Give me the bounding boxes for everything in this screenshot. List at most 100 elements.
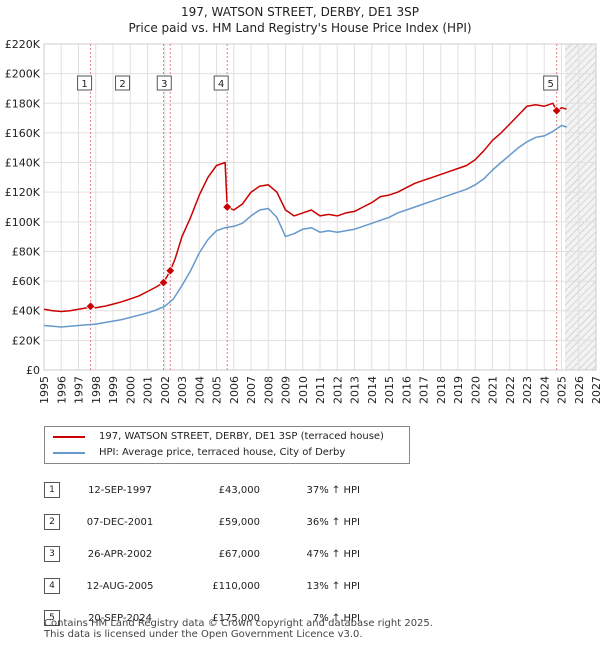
sale-number-badge: 4 <box>44 578 60 594</box>
sale-price: £175,000 <box>212 612 260 624</box>
sale-price: £59,000 <box>218 516 260 528</box>
sale-point <box>158 277 169 288</box>
x-tick-label: 2010 <box>297 376 310 404</box>
x-tick-label: 2004 <box>193 376 206 404</box>
y-tick-label: £220K <box>5 38 41 51</box>
sale-point <box>165 265 176 276</box>
footer-license: This data is licensed under the Open Gov… <box>44 629 363 640</box>
x-tick-label: 2003 <box>176 376 189 404</box>
sale-number-badge: 3 <box>44 546 60 562</box>
chart-subtitle: Price paid vs. HM Land Registry's House … <box>128 21 472 35</box>
x-tick-label: 1997 <box>73 376 86 404</box>
sales-table: 1 12-SEP-1997 £43,000 37% ↑ HPI 2 07-DEC… <box>44 474 360 634</box>
x-tick-label: 1998 <box>90 376 103 404</box>
sale-point <box>551 105 562 116</box>
y-tick-label: £40K <box>12 305 41 318</box>
annotation-label: 2 <box>119 79 125 90</box>
legend-label-property: 197, WATSON STREET, DERBY, DE1 3SP (terr… <box>99 431 384 442</box>
property-series-line <box>43 102 567 313</box>
x-tick-label: 2005 <box>211 376 224 404</box>
sale-number-badge: 1 <box>44 482 60 498</box>
sale-number-badge: 5 <box>44 610 60 626</box>
sale-price: £67,000 <box>218 548 260 560</box>
x-tick-label: 2017 <box>418 376 431 404</box>
x-tick-label: 2006 <box>228 376 241 404</box>
legend-item-hpi: HPI: Average price, terraced house, City… <box>53 446 345 460</box>
x-tick-label: 2016 <box>400 376 413 404</box>
table-row: 3 26-APR-2002 £67,000 47% ↑ HPI <box>44 538 360 570</box>
x-tick-label: 2008 <box>262 376 275 404</box>
sale-date: 12-SEP-1997 <box>88 484 152 496</box>
annotation-box <box>156 75 172 91</box>
sale-point <box>222 201 233 213</box>
y-tick-label: £140K <box>5 157 41 170</box>
x-tick-label: 2024 <box>538 376 551 404</box>
forecast-hatch <box>564 44 596 370</box>
sale-date: 12-AUG-2005 <box>86 580 154 592</box>
x-tick-label: 2021 <box>487 376 500 404</box>
x-tick-label: 2009 <box>280 376 293 404</box>
y-tick-label: £180K <box>5 97 41 110</box>
sale-hpi-change: 7% ↑ HPI <box>312 612 360 624</box>
x-tick-label: 2013 <box>349 376 362 404</box>
footer-copyright: Contains HM Land Registry data © Crown c… <box>44 618 433 629</box>
table-row: 4 12-AUG-2005 £110,000 13% ↑ HPI <box>44 570 360 602</box>
legend-label-hpi: HPI: Average price, terraced house, City… <box>99 447 346 458</box>
sale-date: 07-DEC-2001 <box>86 516 154 528</box>
x-tick-label: 2023 <box>521 376 534 404</box>
sale-hpi-change: 47% ↑ HPI <box>306 548 360 560</box>
sale-hpi-change: 37% ↑ HPI <box>306 484 360 496</box>
y-tick-label: £120K <box>5 186 41 199</box>
y-tick-label: £160K <box>5 127 41 140</box>
y-tick-label: £0 <box>26 364 40 377</box>
x-tick-label: 2014 <box>366 376 379 404</box>
annotation-label: 4 <box>218 79 224 90</box>
sale-hpi-change: 13% ↑ HPI <box>306 580 360 592</box>
y-tick-label: £60K <box>12 275 41 288</box>
x-tick-label: 2018 <box>435 376 448 404</box>
annotation-box <box>77 75 93 91</box>
price-chart: £0 £20K £40K £60K £80K £100K £120K £140K £160K £1… <box>5 38 600 404</box>
table-row: 2 07-DEC-2001 £59,000 36% ↑ HPI <box>44 506 360 538</box>
sale-point <box>85 301 96 312</box>
legend-swatch-hpi <box>53 452 85 454</box>
annotation-box <box>543 75 559 91</box>
chart-title-block: 197, WATSON STREET, DERBY, DE1 3SP Price… <box>0 4 600 36</box>
sale-price: £110,000 <box>212 580 260 592</box>
x-tick-label: 1996 <box>55 376 68 404</box>
annotation-box <box>115 75 131 91</box>
x-tick-label: 2026 <box>573 376 586 404</box>
sale-number-badge: 2 <box>44 514 60 530</box>
x-tick-label: 2025 <box>556 376 569 404</box>
legend-item-property: 197, WATSON STREET, DERBY, DE1 3SP (terr… <box>53 430 384 444</box>
x-tick-label: 2022 <box>504 376 517 404</box>
y-tick-label: £100K <box>5 216 41 229</box>
x-tick-label: 2019 <box>452 376 465 404</box>
annotation-box <box>213 75 229 91</box>
x-tick-label: 2001 <box>142 376 155 404</box>
table-row: 1 12-SEP-1997 £43,000 37% ↑ HPI <box>44 474 360 506</box>
sale-date: 26-APR-2002 <box>87 548 153 560</box>
legend: 197, WATSON STREET, DERBY, DE1 3SP (terr… <box>44 426 410 464</box>
y-tick-label: £80K <box>12 245 41 258</box>
x-tick-label: 2015 <box>383 376 396 404</box>
x-tick-label: 2012 <box>331 376 344 404</box>
x-tick-label: 2007 <box>245 376 258 404</box>
annotation-label: 3 <box>161 79 167 90</box>
x-tick-label: 2020 <box>469 376 482 404</box>
sale-date: 20-SEP-2024 <box>88 612 152 624</box>
x-tick-label: 1999 <box>107 376 120 404</box>
sale-price: £43,000 <box>218 484 260 496</box>
x-tick-label: 2027 <box>590 376 600 404</box>
chart-title: 197, WATSON STREET, DERBY, DE1 3SP <box>180 5 420 19</box>
legend-swatch-property <box>53 436 85 438</box>
annotation-label: 1 <box>81 79 87 90</box>
plot-border <box>43 43 597 371</box>
sale-hpi-change: 36% ↑ HPI <box>306 516 360 528</box>
x-tick-label: 2002 <box>159 376 172 404</box>
x-tick-label: 2000 <box>124 376 137 404</box>
x-tick-label: 2011 <box>314 376 327 404</box>
x-tick-label: 1995 <box>38 376 51 404</box>
y-tick-label: £200K <box>5 68 41 81</box>
y-tick-label: £20K <box>12 334 41 347</box>
